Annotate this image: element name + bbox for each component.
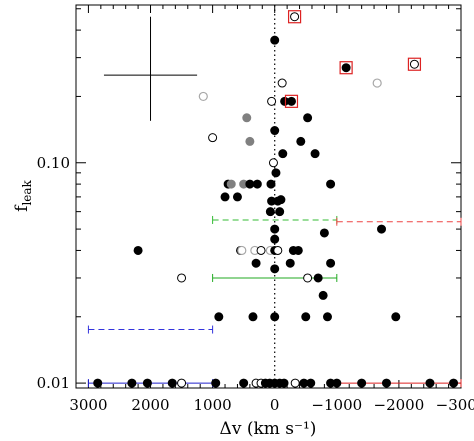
data-point [271,168,281,178]
data-point [127,378,137,388]
data-point [332,378,342,388]
x-tick-label: 1000 [194,396,232,414]
y-tick-label: 0.01 [37,374,70,392]
data-point [425,378,435,388]
data-point [276,195,286,205]
data-point [275,207,285,217]
data-point [267,96,277,106]
data-point [270,234,280,244]
y-axis-label-sub: leak [20,179,34,205]
y-axis-label-main: f [12,204,32,212]
data-point [303,113,313,123]
y-tick-labels: 0.01 0.10 [37,154,70,392]
data-point [310,149,320,159]
data-point [270,312,280,322]
data-point [357,378,367,388]
data-point [266,179,276,189]
data-point [270,264,280,274]
x-tick-label: 3000 [69,396,107,414]
data-point [167,378,177,388]
plot-frame [75,4,462,389]
x-tick-label: −1000 [311,396,362,414]
data-point [301,312,311,322]
data-point [208,133,218,143]
x-tick-label: −2000 [374,396,425,414]
data-point [279,378,289,388]
data-point [322,312,332,322]
data-point [326,179,336,189]
data-point [318,290,328,300]
y-axis-label: fleak [12,179,34,211]
data-point [252,179,262,189]
data-point [248,312,258,322]
data-point [290,378,300,388]
data-point [239,378,249,388]
data-point [220,192,230,202]
data-point [341,63,351,73]
data-point [177,273,187,283]
data-point [211,378,221,388]
axis-ticks [76,5,462,388]
data-point [133,245,143,255]
data-point [319,228,329,238]
data-point [381,378,391,388]
data-point [306,378,316,388]
highlight-box-marker [407,57,422,71]
data-point [270,35,280,45]
data-point [313,273,323,283]
data-point [265,207,275,217]
data-point [93,378,103,388]
data-point [293,245,303,255]
data-points [93,10,459,388]
data-point [391,312,401,322]
data-point [409,59,419,69]
data-point [214,312,224,322]
data-point [268,158,278,168]
data-point [245,136,255,146]
data-point [226,179,236,189]
highlight-box-marker [339,61,353,75]
data-point [372,78,382,88]
data-point [377,224,387,234]
data-point [286,96,296,106]
y-tick-label: 0.10 [37,154,70,172]
x-tick-label: 0 [270,396,280,414]
x-tick-label: −3000 [436,396,474,414]
x-axis-label: Δv (km s⁻¹) [220,419,317,439]
data-point [303,273,313,283]
highlight-box-marker [287,10,302,24]
data-point [251,258,261,268]
representative-error-cross [103,16,198,121]
data-point [278,149,288,159]
data-point [256,245,266,255]
data-point [242,113,252,123]
data-point [326,258,336,268]
data-point [277,78,287,88]
x-tick-labels: 3000 2000 1000 0 −1000 −2000 −3000 [69,396,474,414]
data-point [232,192,242,202]
data-point [270,224,280,234]
highlight-box-marker [284,94,299,108]
svg-text:fleak: fleak [12,179,34,211]
data-point [237,245,247,256]
data-point [198,91,208,102]
data-point [177,378,187,388]
data-point [290,12,300,22]
data-point [285,258,295,268]
data-point [449,378,459,388]
data-point [270,126,280,136]
data-point [273,245,283,255]
data-point [296,136,306,146]
data-point [245,179,255,189]
x-tick-label: 2000 [131,396,169,414]
data-point [142,378,152,388]
